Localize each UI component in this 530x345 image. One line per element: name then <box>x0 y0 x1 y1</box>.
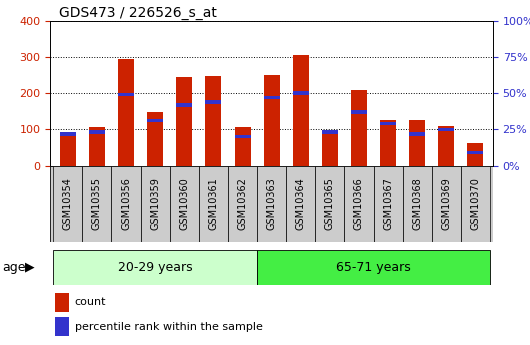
Bar <box>82 166 111 242</box>
Bar <box>170 166 199 242</box>
Bar <box>467 143 483 166</box>
Text: 65-71 years: 65-71 years <box>336 261 411 274</box>
Text: GSM10364: GSM10364 <box>296 177 306 230</box>
Bar <box>206 100 222 104</box>
Bar <box>263 75 280 166</box>
Text: 20-29 years: 20-29 years <box>118 261 192 274</box>
Bar <box>286 166 315 242</box>
Bar <box>461 166 490 242</box>
Text: GSM10369: GSM10369 <box>441 177 452 230</box>
Text: count: count <box>75 297 106 307</box>
Bar <box>263 96 280 99</box>
Bar <box>374 166 403 242</box>
Text: GSM10354: GSM10354 <box>63 177 73 230</box>
Bar <box>380 120 396 166</box>
Bar <box>403 166 432 242</box>
Bar <box>60 134 76 166</box>
Text: GSM10363: GSM10363 <box>267 177 277 230</box>
Bar <box>176 103 192 107</box>
Text: GSM10366: GSM10366 <box>354 177 364 230</box>
Text: GSM10359: GSM10359 <box>150 177 160 230</box>
Bar <box>438 128 454 131</box>
Text: percentile rank within the sample: percentile rank within the sample <box>75 322 262 332</box>
Bar <box>55 317 69 336</box>
Text: GSM10368: GSM10368 <box>412 177 422 230</box>
Bar <box>257 250 490 285</box>
Text: GSM10362: GSM10362 <box>237 177 248 230</box>
Bar <box>315 166 344 242</box>
Bar <box>118 93 134 96</box>
Bar <box>380 122 396 125</box>
Text: GSM10365: GSM10365 <box>325 177 335 230</box>
Bar <box>140 166 170 242</box>
Text: GDS473 / 226526_s_at: GDS473 / 226526_s_at <box>59 6 217 20</box>
Text: GSM10367: GSM10367 <box>383 177 393 230</box>
Text: GSM10360: GSM10360 <box>179 177 189 230</box>
Bar <box>53 166 82 242</box>
Bar <box>118 59 134 166</box>
Bar <box>234 135 251 138</box>
Bar <box>206 76 222 166</box>
Bar <box>322 132 338 166</box>
Bar <box>322 130 338 134</box>
Bar <box>351 110 367 114</box>
Bar <box>438 126 454 166</box>
Text: GSM10355: GSM10355 <box>92 177 102 230</box>
Text: ▶: ▶ <box>25 261 35 274</box>
Bar <box>50 166 493 242</box>
Bar <box>89 130 105 134</box>
Text: GSM10361: GSM10361 <box>208 177 218 230</box>
Bar <box>351 90 367 166</box>
Bar <box>147 112 163 166</box>
Bar <box>409 120 425 166</box>
Text: GSM10370: GSM10370 <box>471 177 480 230</box>
Bar <box>89 127 105 166</box>
Bar <box>293 55 309 166</box>
Bar <box>293 91 309 95</box>
Bar <box>53 250 257 285</box>
Bar <box>111 166 140 242</box>
Bar <box>147 119 163 122</box>
Bar <box>467 151 483 154</box>
Text: age: age <box>3 261 26 274</box>
Bar <box>176 77 192 166</box>
Bar <box>344 166 374 242</box>
Bar <box>60 132 76 136</box>
Bar <box>257 166 286 242</box>
Bar <box>409 132 425 136</box>
Text: GSM10356: GSM10356 <box>121 177 131 230</box>
Bar <box>234 127 251 166</box>
Bar <box>199 166 228 242</box>
Bar <box>228 166 257 242</box>
Bar <box>55 293 69 312</box>
Bar <box>432 166 461 242</box>
